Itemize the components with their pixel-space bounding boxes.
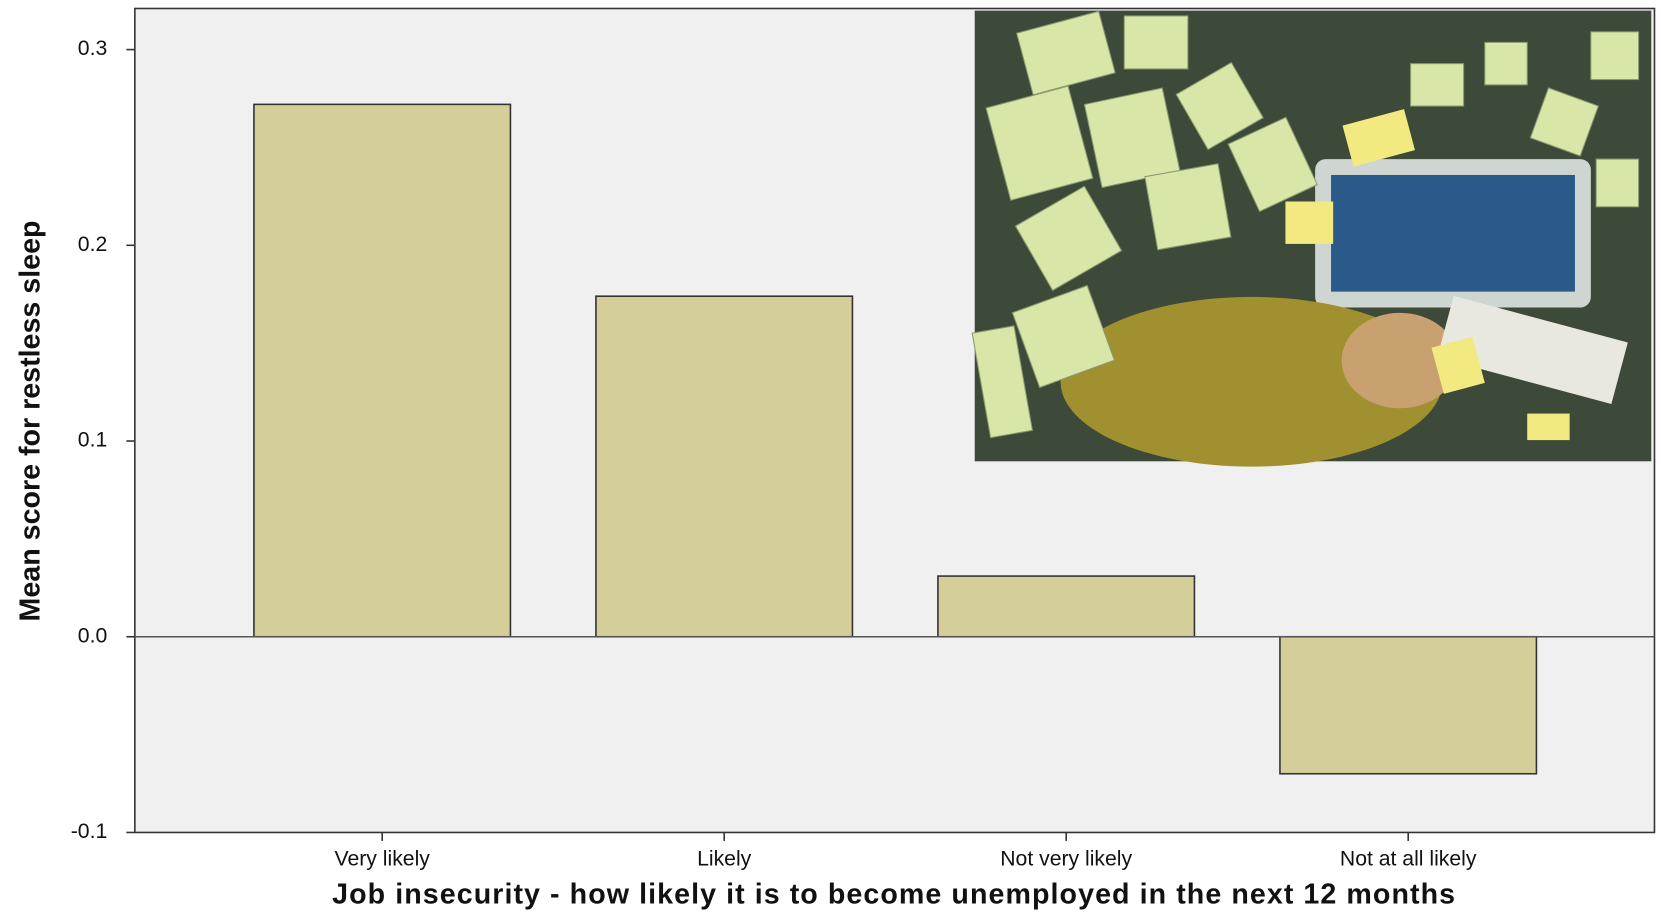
x-axis-title: Job insecurity - how likely it is to bec… (332, 879, 1456, 911)
x-tick-label: Not very likely (1000, 848, 1132, 871)
x-tick-label: Very likely (335, 848, 431, 871)
y-tick-label: -0.1 (71, 820, 108, 843)
y-tick-label: 0.3 (78, 37, 107, 60)
photo (971, 10, 1652, 467)
x-tick-label: Not at all likely (1340, 848, 1477, 871)
y-tick-label: 0.2 (78, 233, 107, 256)
y-tick-label: 0.0 (78, 624, 107, 647)
bar (595, 295, 854, 638)
bar (937, 575, 1196, 638)
x-tick-label: Likely (697, 848, 752, 871)
bar (1279, 635, 1538, 775)
y-axis-title: Mean score for restless sleep (15, 221, 47, 622)
y-tick-label: 0.1 (78, 429, 107, 452)
bar (253, 103, 512, 638)
